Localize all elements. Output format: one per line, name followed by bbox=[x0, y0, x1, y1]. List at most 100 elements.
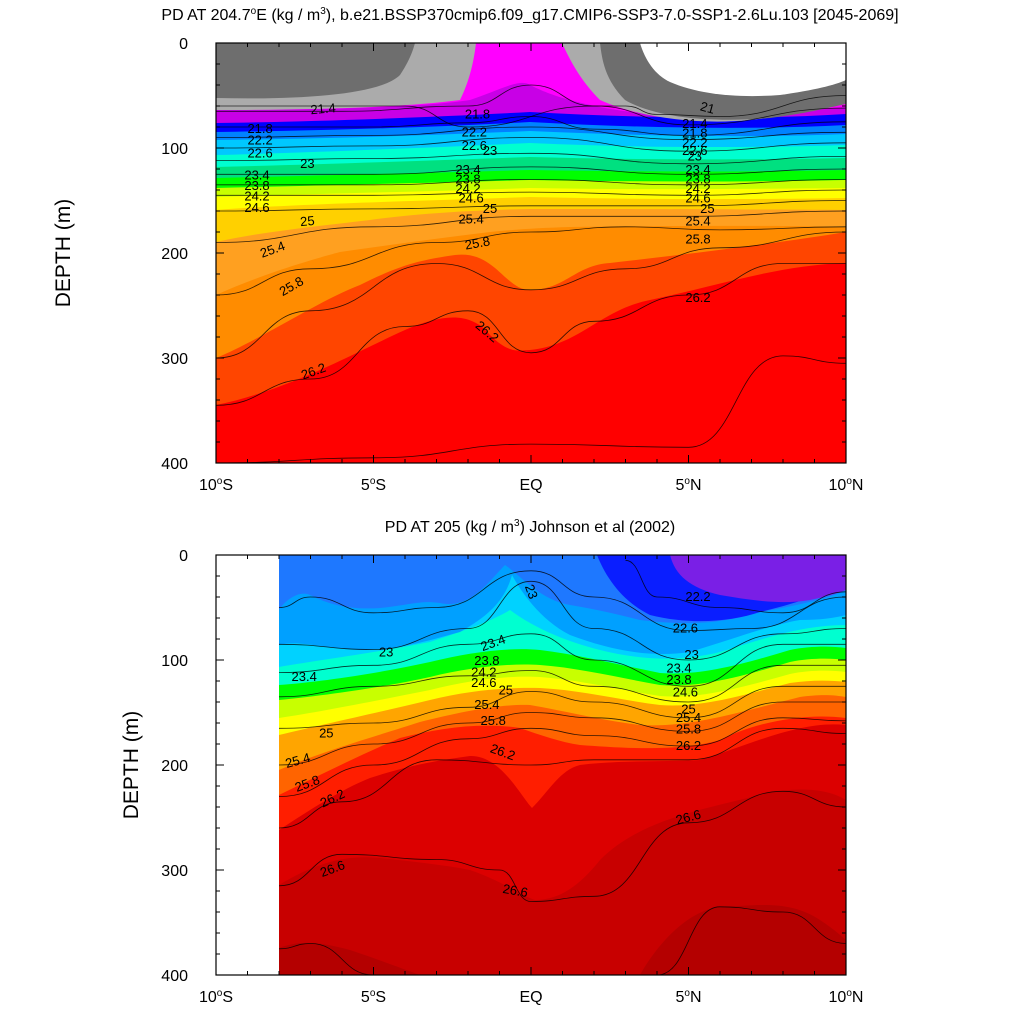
contour-label: 23 bbox=[379, 645, 393, 660]
contour-label: 24.2 bbox=[471, 665, 496, 680]
panel-bottom: PD AT 205 (kg / m3) Johnson et al (2002)… bbox=[120, 518, 863, 1006]
y-tick-label: 200 bbox=[161, 758, 188, 775]
x-tick-label: 10oN bbox=[829, 988, 864, 1006]
contour-label: 23.8 bbox=[474, 653, 499, 668]
y-tick-label: 0 bbox=[179, 36, 188, 53]
panel-bottom-isopycnals bbox=[278, 559, 846, 975]
contour-label: 23.8 bbox=[244, 178, 269, 193]
contour-label: 23 bbox=[522, 582, 541, 601]
panel-top-plot-area: 21.421.822.222.62323.423.824.224.62525.4… bbox=[216, 43, 846, 463]
x-tick-label: 5oS bbox=[361, 988, 386, 1006]
panel-bottom-contour-labels: 23 22.222.623 2323.423.423.423.823.824.224… bbox=[284, 582, 711, 900]
contour-label: 25 bbox=[299, 213, 315, 229]
contour-label: 22.2 bbox=[682, 135, 707, 150]
contour-label: 26.6 bbox=[502, 881, 530, 900]
isopycnal-26.2 bbox=[278, 727, 846, 829]
contour-label: 22.6 bbox=[673, 621, 698, 636]
x-tick-label: 5oN bbox=[675, 988, 701, 1006]
contour-label: 25 bbox=[700, 201, 714, 216]
x-tick-label: 5oN bbox=[675, 476, 701, 494]
x-tick-label: 5oS bbox=[361, 476, 386, 494]
contour-label: 22.6 bbox=[682, 143, 707, 158]
contour-label: 22.2 bbox=[247, 133, 272, 148]
contour-label: 24.6 bbox=[244, 200, 269, 215]
contour-label: 22.6 bbox=[462, 138, 487, 153]
contour-label: 23.4 bbox=[244, 167, 269, 182]
contour-label: 25 bbox=[483, 201, 497, 216]
contour-label: 23.8 bbox=[455, 172, 480, 187]
x-tick-label: 10oS bbox=[199, 988, 233, 1006]
y-tick-label: 400 bbox=[161, 968, 188, 985]
isopycnal-25 bbox=[216, 210, 846, 243]
isopycnal-23 bbox=[216, 152, 846, 165]
region-white-surface bbox=[640, 43, 846, 97]
contour-label: 25.8 bbox=[685, 231, 710, 246]
isopycnal-23 bbox=[278, 580, 846, 661]
contour-label: 24.6 bbox=[471, 675, 496, 690]
contour-label: 23.4 bbox=[685, 162, 710, 177]
x-tick-label: 10oN bbox=[829, 476, 864, 494]
contour-label: 25.4 bbox=[474, 697, 499, 712]
contour-label: 21.4 bbox=[310, 100, 337, 117]
contour-label: 22.2 bbox=[685, 589, 710, 604]
panel-top-title: PD AT 204.7oE (kg / m3), b.e21.BSSP370cm… bbox=[161, 6, 898, 24]
panel-bottom-title: PD AT 205 (kg / m3) Johnson et al (2002) bbox=[385, 518, 675, 536]
panel-bottom-plot-area: 23 22.222.623 2323.423.423.423.823.824.224… bbox=[216, 555, 846, 975]
contour-label: 25 bbox=[499, 683, 513, 698]
contour-label: 21.8 bbox=[247, 121, 272, 136]
contour-label: 23.4 bbox=[666, 660, 691, 675]
contour-label: 21.8 bbox=[682, 125, 707, 140]
contour-label: 25.8 bbox=[676, 721, 701, 736]
x-tick-label: EQ bbox=[519, 477, 542, 494]
contour-label: 23.8 bbox=[666, 672, 691, 687]
isopycnal-27 bbox=[278, 906, 846, 975]
contour-label: 24.2 bbox=[244, 188, 269, 203]
isopycnal-25.8 bbox=[278, 717, 846, 797]
contour-label: 26.6 bbox=[674, 806, 702, 827]
contour-label: 23 bbox=[684, 647, 698, 662]
contour-label: 23.4 bbox=[292, 669, 317, 684]
panel-bottom-ylabel: DEPTH (m) bbox=[120, 711, 143, 820]
y-tick-label: 400 bbox=[161, 456, 188, 473]
contour-label: 23.8 bbox=[685, 172, 710, 187]
x-tick-label: EQ bbox=[519, 989, 542, 1006]
contour-label: 22.6 bbox=[247, 145, 272, 160]
contour-label: 23.4 bbox=[455, 162, 480, 177]
band-below-22.2 bbox=[670, 555, 846, 603]
contour-label: 23 bbox=[300, 156, 314, 171]
contour-label: 25.4 bbox=[284, 750, 312, 771]
isopycnal-25.8 bbox=[216, 231, 846, 359]
isopycnal-25.4 bbox=[216, 226, 846, 296]
isopycnal-26.6 bbox=[278, 790, 846, 902]
isopycnal-23.8 bbox=[216, 179, 846, 186]
y-tick-label: 300 bbox=[161, 351, 188, 368]
isopycnal-24.2 bbox=[278, 664, 846, 703]
y-tick-label: 100 bbox=[161, 653, 188, 670]
isopycnal-22.2 bbox=[216, 126, 846, 141]
y-tick-label: 0 bbox=[179, 548, 188, 565]
contour-label: 23 bbox=[483, 143, 497, 158]
contour-label: 21 bbox=[699, 99, 717, 117]
isopycnal-21.4 bbox=[216, 84, 846, 126]
contour-label: 21.8 bbox=[465, 106, 490, 121]
contour-label: 21.4 bbox=[682, 116, 707, 131]
contour-label: 25.4 bbox=[685, 214, 710, 229]
isopycnal-22.2 bbox=[625, 559, 846, 614]
contour-label: 24.6 bbox=[685, 190, 710, 205]
isopycnal-25.4 bbox=[278, 701, 846, 766]
isopycnal-26.6 bbox=[216, 355, 846, 463]
panel-top: PD AT 204.7oE (kg / m3), b.e21.BSSP370cm… bbox=[52, 6, 899, 494]
y-tick-label: 300 bbox=[161, 863, 188, 880]
isopycnal-26.2 bbox=[216, 263, 846, 406]
contour-label: 26.2 bbox=[685, 290, 710, 305]
contour-label: 25 bbox=[681, 701, 695, 716]
x-tick-label: 10oS bbox=[199, 476, 233, 494]
isopycnal-24.6 bbox=[216, 200, 846, 212]
isopycnal-21 bbox=[216, 95, 846, 128]
panel-top-contour-labels: 21.421.822.222.62323.423.824.224.62525.4… bbox=[244, 99, 716, 383]
isopycnal-22.6 bbox=[216, 137, 846, 152]
contour-label: 23 bbox=[688, 148, 702, 163]
panel-top-isopycnals bbox=[216, 84, 846, 463]
isopycnal-25 bbox=[278, 685, 846, 729]
